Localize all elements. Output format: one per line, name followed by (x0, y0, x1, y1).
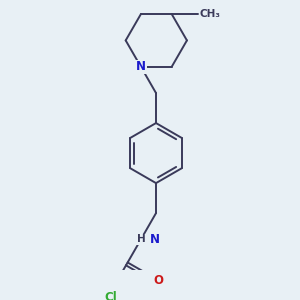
Text: CH₃: CH₃ (199, 9, 220, 19)
Text: H: H (136, 234, 146, 244)
Text: O: O (154, 274, 164, 287)
Text: Cl: Cl (105, 291, 117, 300)
Text: N: N (149, 233, 160, 246)
Text: N: N (136, 60, 146, 74)
